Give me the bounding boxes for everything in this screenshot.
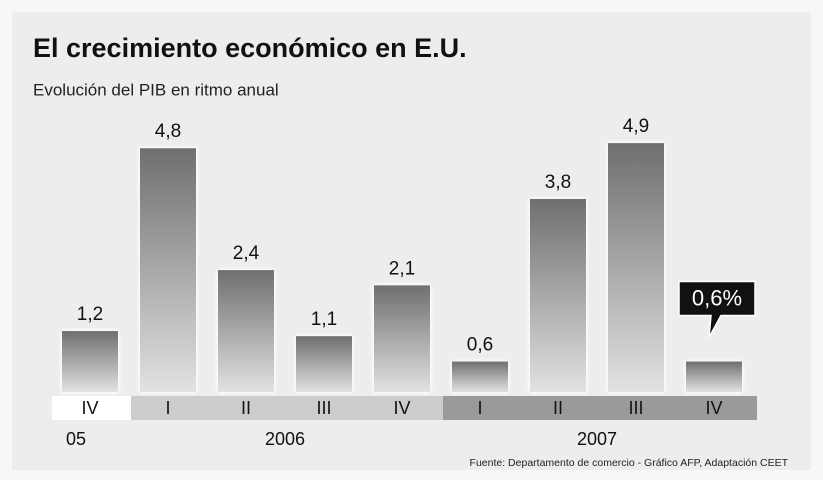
chart-title: El crecimiento económico en E.U. [33,33,467,63]
bar [296,336,352,392]
value-label: 4,9 [623,116,649,137]
bar [374,285,430,392]
category-strip [131,396,443,420]
category-label: IV [393,398,410,418]
value-label: 1,2 [77,304,103,325]
group-label: 05 [66,429,86,449]
bar [686,361,742,392]
bar [62,331,118,392]
category-strip [52,396,131,420]
category-label: II [241,398,251,418]
value-label: 0,6% [692,285,742,310]
bar [218,270,274,392]
category-label: I [165,398,170,418]
bar [608,143,664,392]
category-label: III [628,398,643,418]
category-label: IV [81,398,98,418]
value-label: 0,6 [467,335,493,356]
group-label: 2007 [577,429,617,449]
value-label: 2,4 [233,243,260,264]
value-label: 4,8 [155,121,181,142]
category-label: I [477,398,482,418]
category-strip [443,396,757,420]
category-label: III [316,398,331,418]
bar [140,148,196,392]
bar [452,361,508,392]
category-label: IV [705,398,722,418]
category-label: II [553,398,563,418]
chart-subtitle: Evolución del PIB en ritmo anual [33,80,279,99]
callout-box [678,280,756,338]
group-label: 2006 [265,429,305,449]
bar [530,198,586,392]
value-label: 1,1 [311,309,337,330]
value-label: 2,1 [389,258,415,279]
source: Fuente: Departamento de comercio - Gráfi… [470,457,789,469]
value-label: 3,8 [545,172,571,193]
